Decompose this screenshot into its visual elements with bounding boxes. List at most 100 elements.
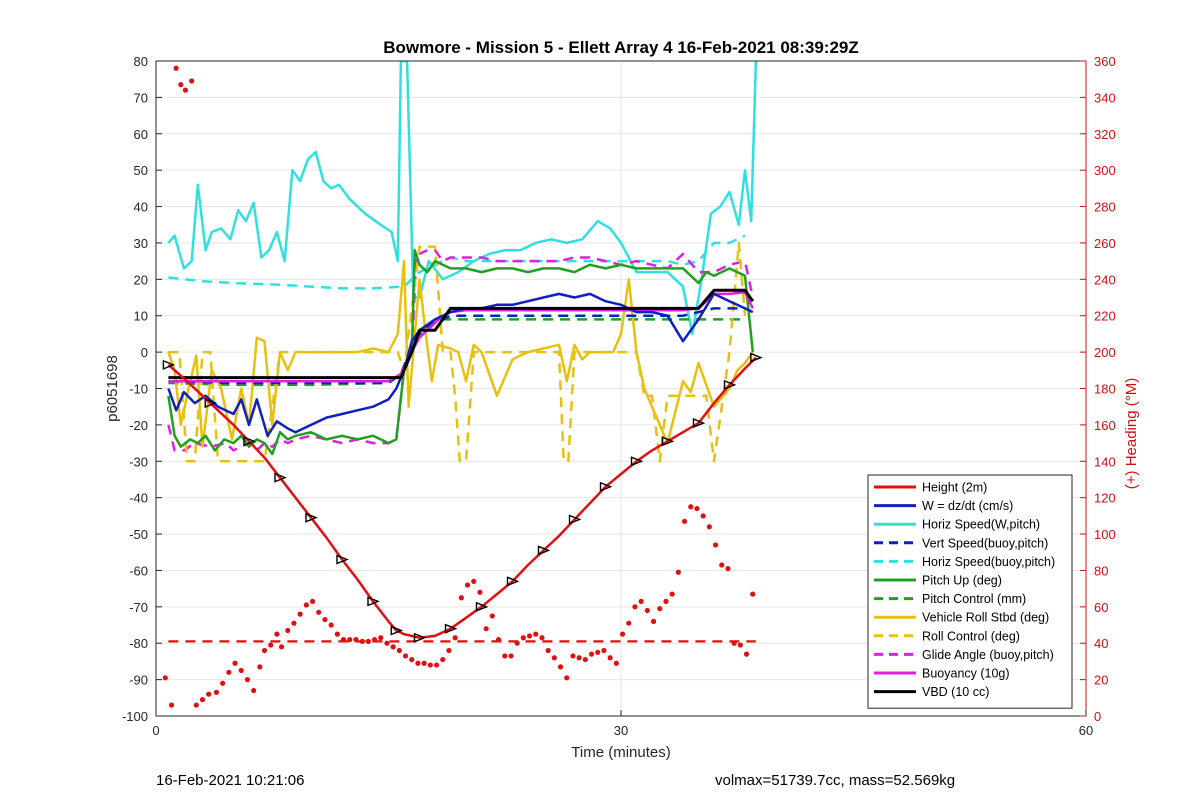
heading-point [178, 82, 184, 88]
heading-point [601, 647, 607, 654]
heading-point [489, 613, 495, 619]
y2-tick-label: 260 [1094, 236, 1116, 251]
y-tick-label: 50 [134, 163, 148, 178]
heading-point [226, 669, 232, 675]
height-marker [537, 545, 551, 556]
series-line-3 [168, 307, 745, 385]
y2-tick-label: 120 [1094, 491, 1116, 506]
legend-label: Glide Angle (buoy,pitch) [922, 648, 1054, 662]
series-line-6 [168, 318, 745, 387]
heading-point [220, 680, 226, 686]
height-marker [692, 418, 706, 429]
series-line-1 [167, 292, 754, 438]
heading-point [588, 651, 595, 657]
heading-point [378, 635, 384, 641]
footer-timestamp: 16-Feb-2021 10:21:06 [156, 772, 305, 789]
y-tick-label: -30 [129, 454, 148, 469]
heading-point [570, 653, 576, 659]
y-tick-label: 30 [134, 236, 148, 251]
y-tick-label: -60 [129, 563, 148, 578]
heading-point [291, 620, 297, 626]
heading-point [700, 513, 706, 519]
heading-point [638, 598, 644, 604]
heading-point [168, 702, 175, 708]
heading-point [261, 647, 268, 654]
y-tick-label: 60 [134, 127, 148, 142]
y-tick-label: 40 [134, 200, 148, 215]
y2-tick-label: 20 [1094, 673, 1108, 688]
heading-point [731, 640, 737, 646]
heading-point [328, 622, 334, 628]
height-marker [204, 398, 218, 409]
heading-point [725, 566, 731, 572]
heading-point [365, 638, 371, 645]
legend-label: Pitch Control (mm) [922, 592, 1026, 606]
y2-tick-label: 140 [1094, 454, 1116, 469]
series-line-5 [167, 248, 755, 456]
heading-point [595, 649, 601, 655]
heading-point [502, 653, 508, 659]
heading-point [182, 87, 189, 93]
y2-tick-label: 180 [1094, 382, 1116, 397]
heading-point [681, 518, 688, 524]
height-marker [444, 623, 458, 634]
heading-point [384, 640, 390, 646]
heading-point [712, 542, 719, 548]
heading-point [440, 656, 446, 663]
heading-point [533, 631, 539, 637]
heading-point [495, 636, 502, 643]
heading-point [415, 660, 421, 666]
heading-point [564, 675, 570, 681]
heading-point [316, 609, 322, 615]
footer-vol-mass: volmax=51739.7cc, mass=52.569kg [715, 772, 956, 789]
legend-label: Roll Control (deg) [922, 629, 1020, 643]
legend-label: Buoyancy (10g) [922, 667, 1010, 681]
y2-tick-label: 80 [1094, 563, 1108, 578]
y2-tick-label: 360 [1094, 54, 1116, 69]
y-tick-label: -20 [129, 418, 148, 433]
heading-point [232, 660, 238, 666]
heading-point [483, 626, 489, 632]
height-marker [506, 576, 520, 587]
height-marker [568, 514, 582, 525]
heading-point [675, 569, 681, 575]
y-tick-label: 0 [141, 345, 148, 360]
heading-point [322, 616, 328, 623]
height-marker [243, 436, 256, 447]
heading-point [297, 611, 303, 617]
heading-point [206, 691, 212, 697]
heading-point [340, 636, 347, 643]
heading-point [632, 604, 638, 610]
heading-point [409, 656, 415, 663]
heading-point [750, 591, 756, 597]
heading-point [508, 653, 514, 659]
height-marker [413, 632, 427, 643]
y-tick-label: 20 [134, 272, 148, 287]
height-marker [750, 352, 763, 363]
heading-point [257, 664, 263, 670]
heading-point [619, 631, 626, 637]
heading-point [268, 642, 274, 648]
y2-tick-label: 100 [1094, 527, 1116, 542]
heading-point [347, 636, 353, 643]
heading-point [353, 636, 359, 643]
y-axis-label: p6051698 [104, 355, 121, 422]
heading-point [446, 647, 452, 654]
heading-point [390, 644, 396, 650]
heading-point [613, 660, 619, 666]
y-tick-label: -10 [129, 382, 148, 397]
y-tick-label: 80 [134, 54, 148, 69]
heading-point [213, 689, 220, 695]
height-marker [630, 456, 644, 467]
heading-point [551, 655, 557, 661]
y-tick-label: 10 [134, 309, 148, 324]
y-tick-label: 70 [134, 90, 148, 105]
heading-point [694, 505, 700, 512]
heading-point [576, 655, 582, 661]
height-marker [305, 512, 318, 523]
heading-point [452, 635, 458, 641]
y2-tick-label: 280 [1094, 200, 1116, 215]
height-marker [599, 481, 613, 492]
legend-label: Vert Speed(buoy,pitch) [922, 536, 1048, 550]
